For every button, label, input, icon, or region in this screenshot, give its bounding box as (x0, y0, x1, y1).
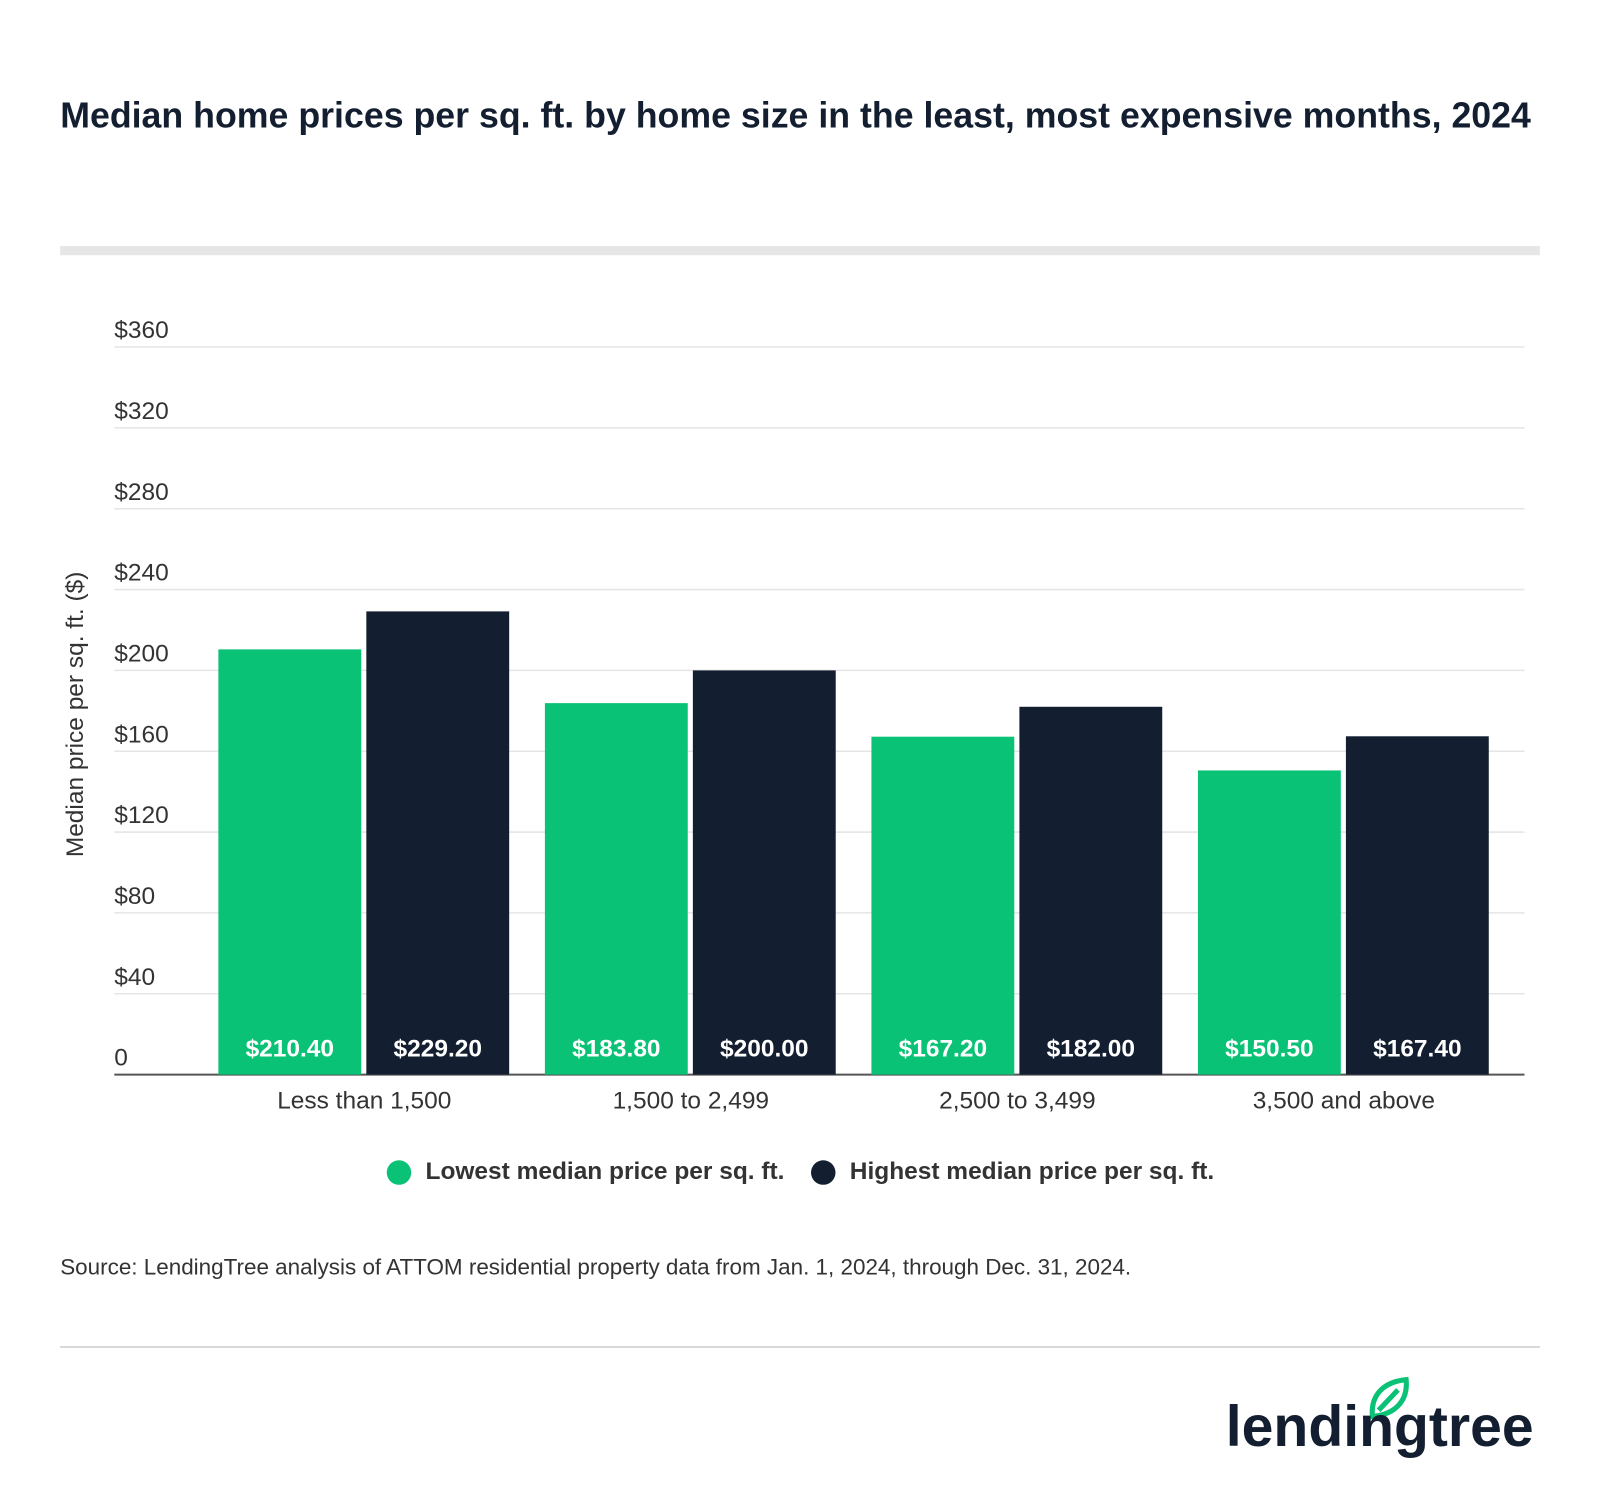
y-tick-label: $360 (114, 317, 168, 344)
bar (544, 703, 688, 1075)
legend-marker (386, 1160, 412, 1185)
y-tick-label: $240 (114, 560, 168, 587)
logo: lendingtree (1226, 1395, 1534, 1459)
y-tick-label: $200 (114, 641, 168, 668)
y-tick-label: $160 (114, 721, 168, 748)
value-label: $167.40 (1373, 1036, 1461, 1063)
title-box: Median home prices per sq. ft. by home s… (60, 96, 1531, 136)
value-label: $182.00 (1047, 1036, 1135, 1063)
legend-label: Highest median price per sq. ft. (850, 1158, 1214, 1185)
bar (692, 670, 836, 1075)
y-tick-label: 0 (114, 1045, 128, 1072)
bar (366, 611, 510, 1075)
logo-leaf (1369, 1376, 1409, 1420)
bar (218, 649, 362, 1075)
y-tick-label: $80 (114, 883, 155, 910)
legend-marker (811, 1160, 836, 1185)
y-tick-label: $40 (114, 964, 155, 991)
value-label: $229.20 (394, 1036, 482, 1063)
bar (871, 736, 1015, 1075)
x-tick-label: Less than 1,500 (277, 1088, 451, 1115)
bar (1345, 736, 1489, 1075)
value-label: $167.20 (899, 1036, 987, 1063)
chart-title: Median home prices per sq. ft. by home s… (60, 96, 1531, 136)
y-tick-label: $120 (114, 802, 168, 829)
x-tick-label: 1,500 to 2,499 (613, 1088, 769, 1115)
source: Source: LendingTree analysis of ATTOM re… (60, 1254, 1131, 1279)
bar (1019, 706, 1163, 1075)
value-label: $210.40 (246, 1036, 334, 1063)
title-rule (60, 246, 1540, 256)
y-tick-label: $320 (114, 398, 168, 425)
x-tick-label: 3,500 and above (1253, 1088, 1435, 1115)
value-label: $150.50 (1225, 1036, 1313, 1063)
value-label: $183.80 (572, 1036, 660, 1063)
value-label: $200.00 (720, 1036, 808, 1063)
x-tick-label: 2,500 to 3,499 (939, 1088, 1095, 1115)
legend-label: Lowest median price per sq. ft. (426, 1158, 785, 1185)
y-axis-title: Median price per sq. ft. ($) (62, 572, 89, 858)
bar (1197, 770, 1341, 1075)
y-tick-label: $280 (114, 479, 168, 506)
